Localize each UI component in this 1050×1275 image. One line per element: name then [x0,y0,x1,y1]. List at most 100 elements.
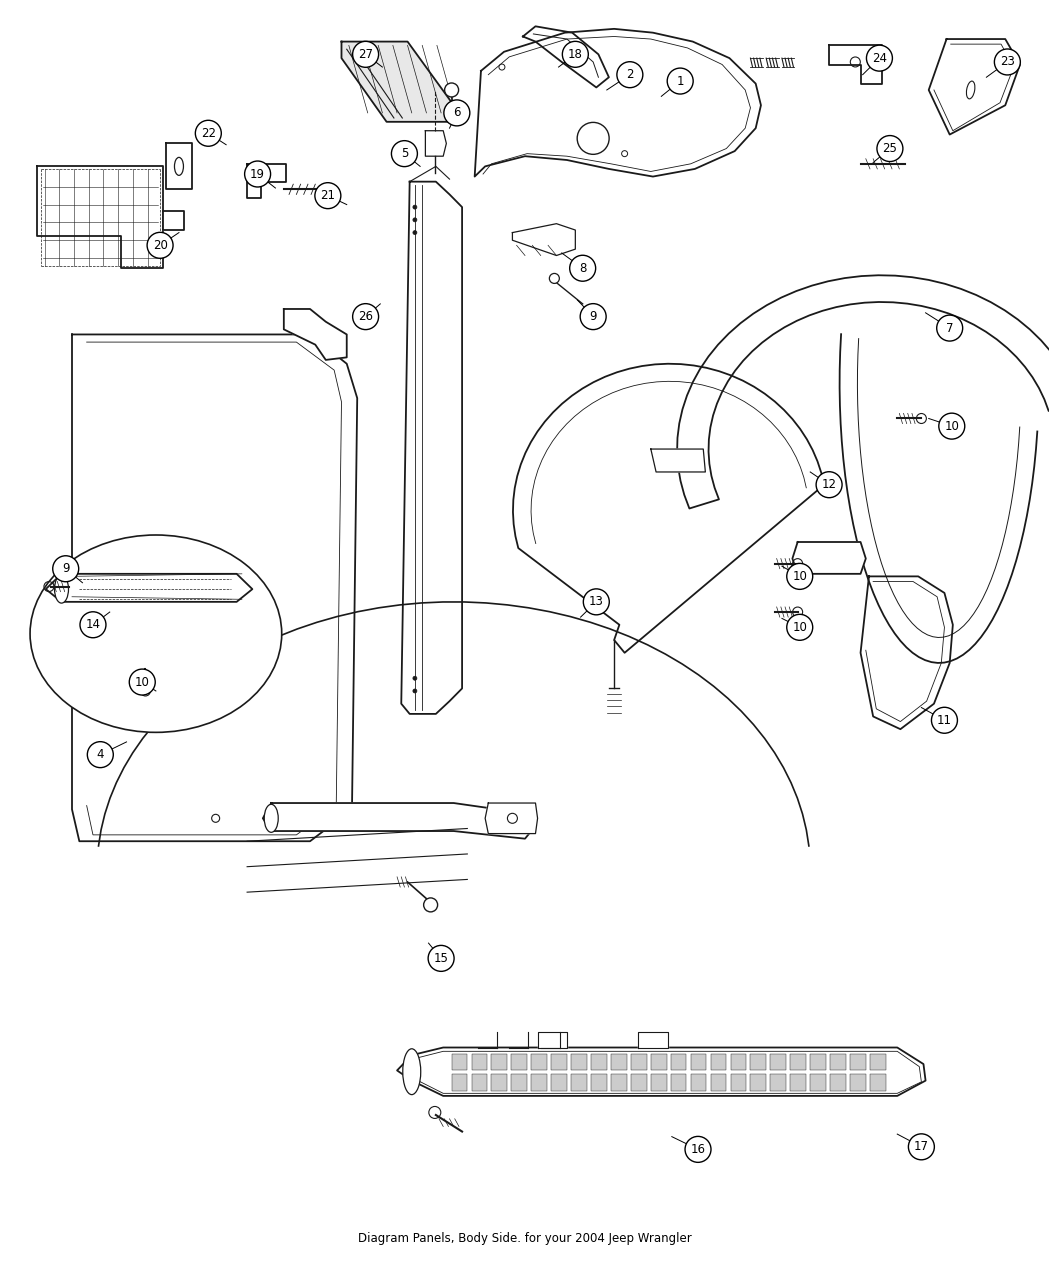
Ellipse shape [265,805,278,833]
Polygon shape [512,223,575,255]
Circle shape [685,1136,711,1163]
Bar [671,1075,687,1091]
Text: 10: 10 [944,419,960,432]
Bar [831,1054,846,1071]
Bar [691,1075,707,1091]
Bar [631,1054,647,1071]
Circle shape [245,161,271,187]
Text: 10: 10 [134,676,150,688]
Text: 13: 13 [589,595,604,608]
Polygon shape [538,1033,567,1048]
Text: 24: 24 [872,52,887,65]
Bar [511,1075,527,1091]
Circle shape [413,676,417,681]
Polygon shape [485,803,538,834]
Text: 20: 20 [152,238,168,252]
Circle shape [80,612,106,638]
Bar [591,1075,607,1091]
Bar [791,1075,806,1091]
Bar [811,1075,826,1091]
Bar [771,1054,786,1071]
Bar [711,1054,727,1071]
Circle shape [147,232,173,259]
Circle shape [413,218,417,222]
Circle shape [353,303,379,330]
Circle shape [584,589,609,615]
Circle shape [570,255,595,282]
Bar [711,1075,727,1091]
Bar [452,1054,467,1071]
Polygon shape [523,27,609,88]
Text: 9: 9 [589,310,596,323]
Circle shape [549,273,560,283]
Bar [651,1054,667,1071]
Bar [791,1054,806,1071]
Polygon shape [401,181,462,714]
Bar [452,1075,467,1091]
Bar [491,1075,507,1091]
Bar [571,1054,587,1071]
Ellipse shape [403,1049,421,1095]
Text: 2: 2 [626,68,633,82]
Text: 4: 4 [97,748,104,761]
Text: 12: 12 [821,478,837,491]
Circle shape [667,68,693,94]
Bar [691,1054,707,1071]
Circle shape [423,898,438,912]
Polygon shape [72,334,357,842]
Circle shape [87,742,113,768]
Bar [511,1054,527,1071]
Circle shape [816,472,842,497]
Text: 18: 18 [568,48,583,61]
Ellipse shape [55,575,68,603]
Circle shape [939,413,965,439]
Text: 17: 17 [914,1140,929,1154]
Circle shape [428,945,454,972]
Bar [611,1075,627,1091]
Bar [731,1054,747,1071]
Bar [471,1075,487,1091]
Text: 11: 11 [937,714,952,727]
Bar [551,1054,567,1071]
Bar [671,1054,687,1071]
Circle shape [444,99,469,126]
Bar [611,1054,627,1071]
Polygon shape [247,163,286,198]
Polygon shape [830,46,882,84]
Text: Diagram Panels, Body Side. for your 2004 Jeep Wrangler: Diagram Panels, Body Side. for your 2004… [358,1232,692,1244]
Polygon shape [341,42,454,122]
Text: 7: 7 [946,321,953,334]
Bar [651,1075,667,1091]
Circle shape [195,120,222,147]
Circle shape [994,48,1021,75]
Circle shape [931,708,958,733]
Text: 10: 10 [793,570,807,583]
Polygon shape [166,144,191,189]
Bar [831,1075,846,1091]
Bar [751,1075,766,1091]
Text: 25: 25 [882,142,898,156]
Polygon shape [425,131,446,157]
Circle shape [315,182,341,209]
Bar [850,1075,866,1091]
Circle shape [444,83,459,97]
Bar [531,1075,547,1091]
Circle shape [413,231,417,235]
Polygon shape [284,309,346,360]
Circle shape [877,135,903,162]
Circle shape [786,615,813,640]
Text: 14: 14 [85,618,101,631]
Circle shape [617,61,643,88]
Text: 1: 1 [676,74,684,88]
Text: 22: 22 [201,126,216,140]
Polygon shape [651,449,706,472]
Text: 23: 23 [1000,55,1014,69]
Bar [870,1075,886,1091]
Polygon shape [861,576,952,729]
Bar [731,1075,747,1091]
Ellipse shape [30,536,281,732]
Circle shape [786,564,813,589]
Polygon shape [793,542,866,574]
Polygon shape [638,1033,668,1048]
Circle shape [563,41,588,68]
